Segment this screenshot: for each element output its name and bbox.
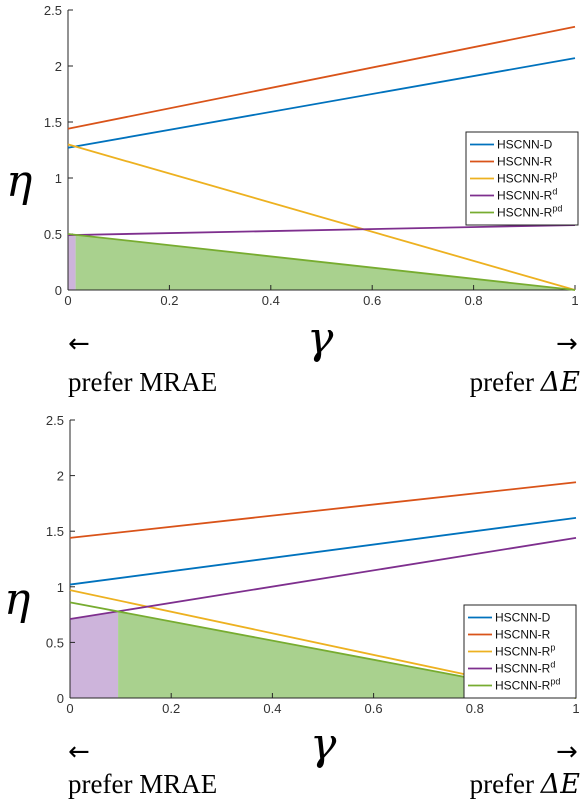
top-x-tick-label: 0.8 [465, 293, 483, 308]
top-x-tick-label: 0.4 [262, 293, 280, 308]
bottom-legend-label: HSCNN-D [495, 611, 551, 625]
top-y-tick-label: 2 [55, 59, 62, 74]
top-x-tick-label: 0.6 [363, 293, 381, 308]
bottom-legend-label: HSCNN-Rpd [495, 677, 560, 693]
bottom-y-tick-label: 1 [57, 580, 64, 595]
bottom-x-tick-label: 1 [572, 701, 579, 716]
top-legend-label: HSCNN-D [497, 138, 553, 152]
bottom-x-tick-label: 0.6 [365, 701, 383, 716]
top-shaded-region-0 [68, 234, 76, 290]
top-series-line-hscnn-rp [67, 143, 576, 291]
top-legend-label: HSCNN-Rp [497, 170, 557, 186]
bottom-y-tick-label: 2.5 [46, 413, 64, 428]
top-chart: 0 0.2 0.4 0.6 0.8 1 0 0.5 1 1.5 2 2.5 HSCNN-D HSCNN-R… [6, 3, 580, 398]
top-y-tick-label: 2.5 [44, 3, 62, 18]
bottom-left-caption: prefer MRAE [68, 769, 217, 799]
bottom-y-tick-label: 2 [57, 469, 64, 484]
top-right-arrow: → [556, 329, 578, 359]
bottom-x-tick-label: 0.8 [466, 701, 484, 716]
bottom-y-tick-label: 0.5 [46, 635, 64, 650]
bottom-x-tick-label: 0.2 [162, 701, 180, 716]
bottom-y-axis-symbol: η [4, 574, 30, 625]
top-right-caption-symbol: ΔE [540, 367, 580, 398]
bottom-plot-area: 0 0.2 0.4 0.6 0.8 1 0 0.5 1 1.5 2 2.5 HSCNN-D HSCNN-R… [46, 413, 580, 716]
bottom-chart: 0 0.2 0.4 0.6 0.8 1 0 0.5 1 1.5 2 2.5 HSCNN-D HSCNN-R… [4, 413, 580, 800]
bottom-series-line-hscnn-d [69, 516, 577, 586]
top-y-axis-symbol: η [6, 156, 32, 207]
bottom-legend-label: HSCNN-R [495, 628, 551, 642]
bottom-x-axis-symbol: γ [310, 719, 337, 770]
bottom-x-tick-label: 0.4 [263, 701, 281, 716]
bottom-series-line-hscnn-rd [69, 536, 577, 620]
top-right-caption-prefix: prefer [470, 367, 541, 397]
top-legend-label: HSCNN-Rd [497, 187, 557, 203]
bottom-right-caption-symbol: ΔE [540, 769, 580, 800]
bottom-x-tick-label: 0 [66, 701, 73, 716]
top-series-line-hscnn-r [67, 25, 576, 130]
top-legend-label: HSCNN-Rpd [497, 204, 562, 220]
top-series-line-hscnn-d [67, 57, 576, 149]
top-plot-area: 0 0.2 0.4 0.6 0.8 1 0 0.5 1 1.5 2 2.5 HSCNN-D HSCNN-R… [44, 3, 579, 308]
bottom-legend-label: HSCNN-Rd [495, 660, 555, 676]
top-x-tick-label: 0.2 [160, 293, 178, 308]
top-left-arrow: ← [68, 329, 90, 359]
top-y-tick-label: 0.5 [44, 227, 62, 242]
top-legend-label: HSCNN-R [497, 155, 553, 169]
bottom-shaded-region-0 [70, 611, 119, 698]
bottom-y-tick-label: 1.5 [46, 524, 64, 539]
top-y-tick-label: 1 [55, 171, 62, 186]
top-right-caption: prefer ΔE [470, 367, 581, 398]
top-series-line-hscnn-rpd [67, 233, 576, 291]
top-y-tick-label: 1.5 [44, 115, 62, 130]
bottom-left-arrow: ← [68, 737, 90, 767]
bottom-legend-label: HSCNN-Rp [495, 643, 555, 659]
bottom-series-line-hscnn-r [69, 481, 577, 539]
top-x-tick-label: 0 [64, 293, 71, 308]
bottom-right-caption-prefix: prefer [470, 769, 541, 799]
top-left-caption: prefer MRAE [68, 367, 217, 397]
top-x-axis-symbol: γ [307, 313, 334, 364]
top-y-tick-label: 0 [55, 283, 62, 298]
bottom-y-tick-label: 0 [57, 691, 64, 706]
bottom-right-caption: prefer ΔE [470, 769, 581, 800]
bottom-right-arrow: → [556, 737, 578, 767]
top-x-tick-label: 1 [571, 293, 578, 308]
top-series-line-hscnn-rd [67, 224, 576, 237]
